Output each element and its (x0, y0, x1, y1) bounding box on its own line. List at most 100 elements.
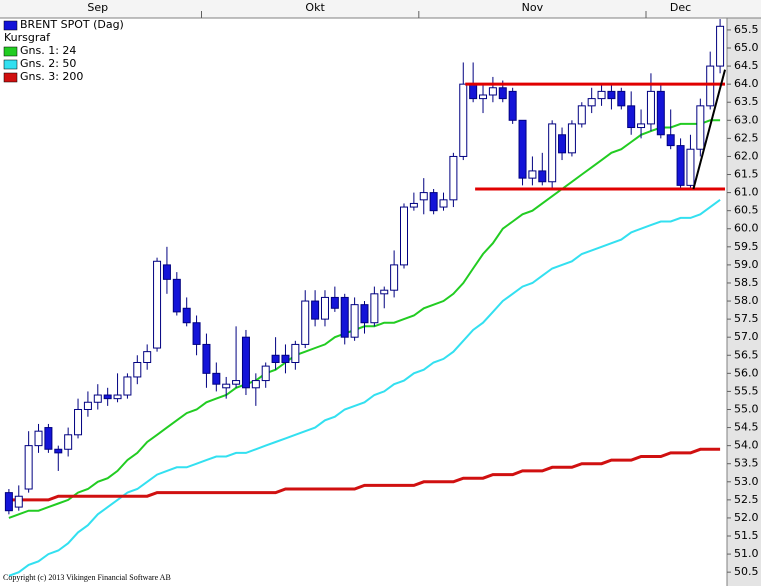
candle-body (528, 170, 537, 179)
y-tick-label: 56.5 (734, 348, 759, 361)
candle-body (202, 343, 211, 374)
y-tick-label: 50.5 (734, 565, 759, 578)
candle-body (558, 134, 567, 154)
y-tick-label: 65.5 (734, 23, 759, 36)
candle-body (439, 199, 448, 208)
candle-body (113, 394, 122, 400)
candle-body (597, 90, 606, 100)
candle-body (399, 206, 408, 266)
candle-body (24, 445, 33, 490)
y-tick-label: 55.0 (734, 402, 759, 415)
candle-body (271, 354, 280, 363)
candle-body (577, 105, 586, 125)
candle-body (390, 264, 399, 291)
candle-body (222, 383, 231, 389)
candle-body (241, 336, 250, 389)
candle-body (548, 123, 557, 183)
moving-average-line (8, 198, 721, 577)
candle-body (449, 155, 458, 201)
y-tick-label: 54.5 (734, 421, 759, 434)
y-tick-label: 54.0 (734, 439, 759, 452)
candle-body (301, 300, 310, 345)
candle-body (380, 289, 389, 295)
candle-body (34, 430, 43, 447)
y-tick-label: 62.5 (734, 131, 759, 144)
candle-body (330, 296, 339, 309)
y-tick-label: 58.5 (734, 276, 759, 289)
candle-body (696, 105, 705, 150)
candle-body (172, 278, 181, 313)
candle-body (518, 119, 527, 179)
candle-body (350, 304, 359, 338)
candle-body (182, 307, 191, 324)
y-tick-label: 53.0 (734, 475, 759, 488)
candle-body (607, 90, 616, 100)
legend-swatch (3, 46, 18, 57)
candle-body (83, 401, 92, 410)
candle-body (340, 296, 349, 338)
legend-label: Gns. 1: 24 (20, 44, 76, 57)
copyright: Copyright (c) 2013 Vikingen Financial So… (3, 573, 171, 582)
y-axis-panel (727, 18, 761, 586)
candle-body (281, 354, 290, 363)
candle-body (44, 427, 53, 450)
y-tick-label: 61.0 (734, 186, 759, 199)
candle-body (666, 134, 675, 147)
y-tick-label: 53.5 (734, 457, 759, 470)
candle-body (686, 148, 695, 186)
candle-body (162, 264, 171, 280)
candle-body (646, 90, 655, 125)
candle-body (311, 300, 320, 320)
y-tick-label: 52.5 (734, 493, 759, 506)
candle-body (637, 123, 646, 129)
candle-body (192, 322, 201, 345)
y-tick-label: 60.5 (734, 204, 759, 217)
x-tick-label: Dec (670, 1, 691, 14)
y-tick-label: 65.0 (734, 41, 759, 54)
candle-body (251, 380, 260, 389)
candle-body (538, 170, 547, 183)
candle-body (716, 25, 725, 67)
candle-body (469, 83, 478, 100)
candle-body (567, 123, 576, 154)
y-tick-label: 51.0 (734, 547, 759, 560)
candle-body (123, 376, 132, 396)
candle-body (617, 90, 626, 107)
y-tick-label: 63.0 (734, 113, 759, 126)
trend-line (692, 69, 726, 190)
candle-body (74, 408, 83, 436)
y-tick-label: 55.5 (734, 384, 759, 397)
y-tick-label: 63.5 (734, 95, 759, 108)
y-tick-label: 60.0 (734, 222, 759, 235)
y-tick-label: 56.0 (734, 366, 759, 379)
x-tick-label: Sep (87, 1, 108, 14)
candle-body (488, 87, 497, 96)
legend-swatch (3, 20, 18, 31)
candle-body (4, 492, 13, 512)
y-tick-label: 59.0 (734, 258, 759, 271)
candle-body (459, 83, 468, 157)
candle-body (143, 351, 152, 363)
y-tick-label: 64.0 (734, 77, 759, 90)
candle-body (429, 192, 438, 212)
candle-body (212, 372, 221, 385)
candle-body (627, 105, 636, 129)
candle-body (291, 343, 300, 363)
legend-label: Gns. 2: 50 (20, 57, 76, 70)
y-tick-label: 58.0 (734, 294, 759, 307)
legend-text: Kursgraf (4, 31, 51, 44)
x-tick-label: Nov (522, 1, 544, 14)
candle-body (360, 304, 369, 324)
plot-area (4, 19, 726, 577)
candle-body (54, 448, 63, 454)
legend-swatch (3, 59, 18, 70)
candle-body (479, 94, 488, 100)
candle-body (64, 434, 73, 450)
candle-body (103, 394, 112, 400)
legend: Kursgraf BRENT SPOT (Dag)Gns. 1: 24Gns. … (3, 18, 124, 83)
legend-label: Gns. 3: 200 (20, 70, 83, 83)
candle-body (498, 87, 507, 100)
y-tick-label: 57.0 (734, 330, 759, 343)
y-tick-label: 64.5 (734, 59, 759, 72)
